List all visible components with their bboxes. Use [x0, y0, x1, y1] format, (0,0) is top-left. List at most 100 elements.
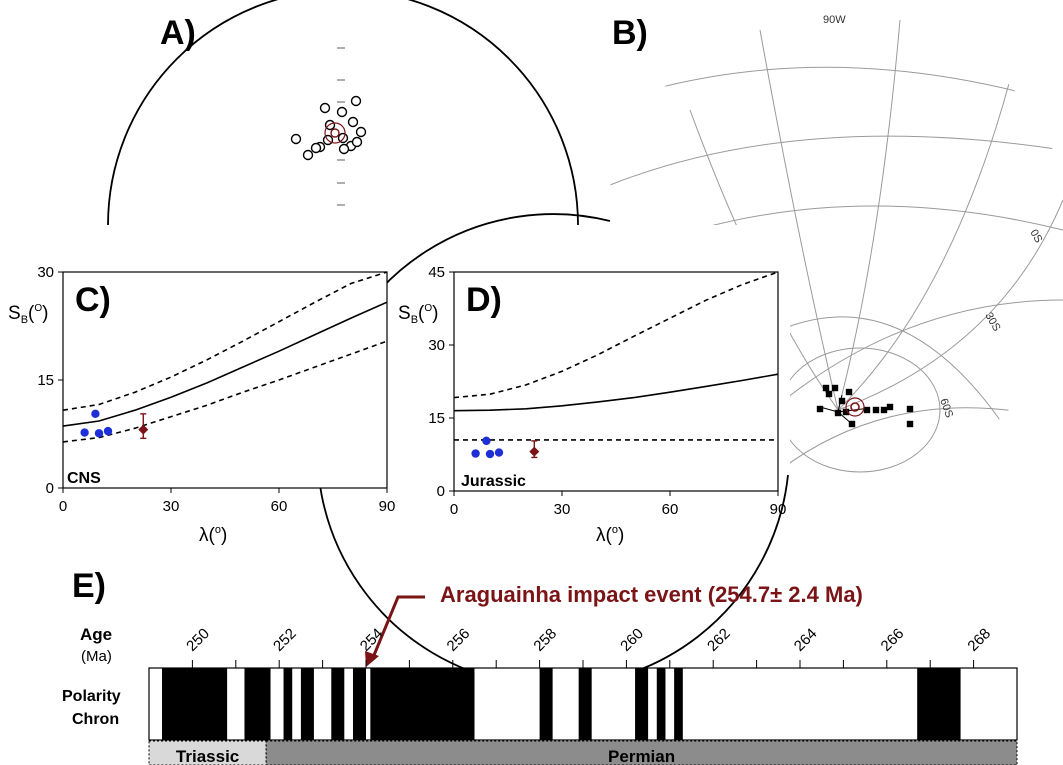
y-tick-label: 30 — [37, 264, 54, 281]
site-data-point — [494, 448, 504, 457]
site-data-point — [485, 449, 495, 459]
normal-polarity-interval — [635, 668, 649, 740]
panel-c-chart: C) CNS 0 30 60 90 0 15 30 SB(O) λ(o) — [8, 264, 395, 546]
grid-label-90w: 90W — [823, 14, 846, 26]
panel-e-label: E) — [72, 567, 106, 605]
x-tick-label: 30 — [554, 501, 571, 518]
y-tick-label: 30 — [428, 337, 445, 354]
panel-b-label: B) — [612, 14, 648, 52]
age-tick-label: 256 — [444, 625, 474, 655]
period-box — [148, 740, 267, 765]
age-label: Age — [80, 625, 112, 644]
normal-polarity-interval — [162, 668, 228, 740]
age-tick-label: 268 — [964, 625, 994, 655]
normal-polarity-interval — [370, 668, 475, 740]
normal-polarity-interval — [352, 668, 366, 740]
period-label: Triassic — [176, 747, 239, 765]
age-tick-label: 262 — [704, 625, 734, 655]
panel-c-note: CNS — [67, 470, 101, 487]
plot-area-d — [453, 271, 779, 492]
polarity-label-line2: Chron — [72, 711, 119, 728]
data-points-c — [80, 409, 149, 440]
panel-d-label: D) — [466, 281, 502, 319]
longitude-line — [759, 29, 839, 411]
stereonet-b-vgp-points — [816, 384, 914, 428]
mean-direction-marker — [330, 128, 340, 138]
axis-ticks-c: 0 30 60 90 0 15 30 — [37, 264, 395, 515]
vgp-pole-marker — [842, 408, 850, 416]
axis-title-sb-d: SB(O) — [398, 303, 438, 326]
longitude-line — [837, 19, 901, 411]
confidence-bound-line — [62, 340, 388, 443]
stereonet-a-primitive — [107, 0, 579, 226]
impact-event-arrowhead — [365, 651, 379, 667]
period-bar: Triassic Permian — [148, 740, 1018, 765]
axis-ticks-d: 0 30 60 90 0 15 30 45 — [428, 264, 786, 518]
vgp-pole-marker — [880, 406, 888, 414]
vgp-pole-marker — [825, 390, 833, 398]
panel-e-timescale: E) Araguainha impact event (254.7± 2.4 M… — [62, 567, 1018, 765]
small-circle — [779, 316, 1001, 421]
pole-connector-lines — [819, 394, 871, 425]
site-mean-direction — [350, 95, 362, 107]
age-tick-label: 250 — [183, 625, 213, 655]
series-lines-d — [453, 271, 779, 441]
site-data-point — [91, 409, 100, 419]
normal-polarity-interval — [244, 668, 271, 740]
grid-label-0s: 0S — [1027, 228, 1044, 246]
panel-c-label: C) — [75, 281, 111, 319]
series-lines-c — [62, 271, 388, 443]
normal-polarity-interval — [674, 668, 683, 740]
axis-title-lambda-c: λ(o) — [199, 524, 227, 546]
x-tick-label: 0 — [450, 501, 458, 518]
y-tick-label: 45 — [428, 264, 445, 281]
axis-title-lambda-d: λ(o) — [596, 524, 624, 546]
panel-d-chart: D) Jurassic 0 30 60 90 0 15 30 45 SB(O) λ(o) — [398, 264, 786, 546]
x-tick-label: 60 — [662, 501, 679, 518]
mean-pole-confidence-circle — [845, 397, 865, 417]
stereonet-a-mean-direction — [324, 122, 346, 144]
site-mean-direction — [310, 142, 322, 154]
age-unit: (Ma) — [81, 648, 112, 665]
site-data-point — [103, 426, 113, 436]
site-mean-direction — [319, 102, 331, 114]
age-tick-label: 264 — [791, 625, 821, 655]
vgp-pole-marker — [816, 405, 824, 413]
y-tick-label: 15 — [37, 372, 54, 389]
impact-event-annotation: Araguainha impact event (254.7± 2.4 Ma) — [440, 582, 863, 607]
stereonet-b-mean-pole — [845, 397, 865, 417]
confidence-bound-line — [453, 271, 779, 399]
confidence-bound-line — [62, 271, 388, 411]
axis-title-sb-c: SB(O) — [8, 303, 48, 326]
site-mean-direction — [355, 126, 367, 138]
vgp-pole-marker — [906, 405, 914, 413]
site-mean-direction — [351, 136, 363, 148]
normal-polarity-interval — [283, 668, 293, 740]
site-data-point — [471, 449, 480, 458]
latitude-line — [609, 135, 1063, 186]
stereonet-a-site-points — [290, 95, 367, 161]
site-mean-direction — [336, 106, 348, 118]
vgp-pole-marker — [834, 409, 842, 417]
site-mean-direction — [290, 133, 302, 145]
y-tick-label: 0 — [46, 480, 54, 497]
y-tick-label: 15 — [428, 410, 445, 427]
mean-data-point — [529, 446, 540, 457]
panel-a: A) — [107, 0, 579, 226]
vgp-pole-marker — [863, 406, 871, 414]
grid-label-30s: 30S — [982, 311, 1002, 334]
normal-polarity-interval — [578, 668, 592, 740]
latitude-line — [779, 407, 1063, 471]
vgp-pole-marker — [838, 397, 846, 405]
mean-pole-marker — [850, 402, 860, 412]
age-tick-label: 254 — [357, 625, 387, 655]
vgp-pole-marker — [886, 403, 894, 411]
polarity-column — [148, 667, 1018, 741]
site-mean-direction — [347, 116, 359, 128]
x-tick-label: 90 — [770, 501, 787, 518]
latitude-line — [649, 66, 1051, 101]
x-tick-label: 60 — [271, 498, 288, 515]
site-data-point — [80, 428, 89, 437]
age-tick-label: 260 — [617, 625, 647, 655]
vgp-pole-marker — [906, 420, 914, 428]
